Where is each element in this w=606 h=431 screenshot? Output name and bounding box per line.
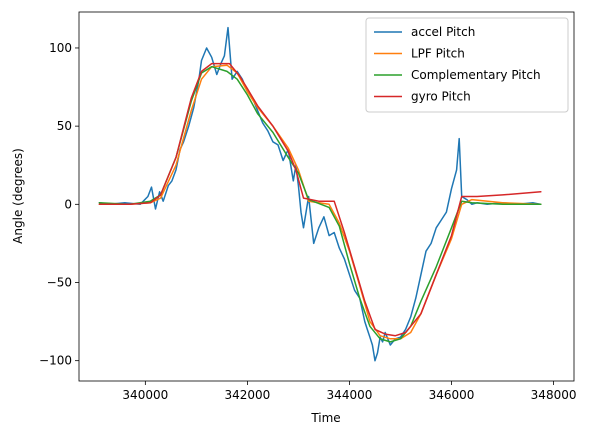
x-axis-label: Time — [310, 411, 340, 425]
x-tick-label: 348000 — [531, 388, 577, 402]
series-line-3 — [98, 62, 542, 337]
legend: accel Pitch LPF Pitch Complementary Pitch g… — [365, 17, 569, 113]
x-tick-label: 340000 — [122, 388, 168, 402]
x-tick-label: 344000 — [327, 388, 373, 402]
y-tick-label: 50 — [57, 119, 72, 133]
x-tick-label: 346000 — [429, 388, 475, 402]
y-tick-label: 100 — [49, 41, 72, 55]
y-tick-label: 0 — [64, 197, 72, 211]
x-tick-label: 342000 — [224, 388, 270, 402]
legend-label: Complementary Pitch — [411, 68, 541, 82]
series-layer — [98, 26, 542, 362]
x-axis: 340000 342000 344000 346000 348000 — [122, 381, 576, 402]
y-axis: −100 −50 0 50 100 — [39, 41, 79, 368]
y-axis-label: Angle (degrees) — [11, 148, 25, 244]
series-line-2 — [98, 65, 542, 343]
legend-label: LPF Pitch — [411, 47, 465, 61]
legend-box — [365, 17, 569, 113]
plot-area-frame — [78, 11, 575, 382]
series-line-0 — [98, 26, 542, 362]
legend-label: accel Pitch — [411, 25, 475, 39]
y-tick-label: −100 — [39, 354, 72, 368]
legend-label: gyro Pitch — [411, 90, 471, 104]
y-tick-label: −50 — [47, 275, 72, 289]
